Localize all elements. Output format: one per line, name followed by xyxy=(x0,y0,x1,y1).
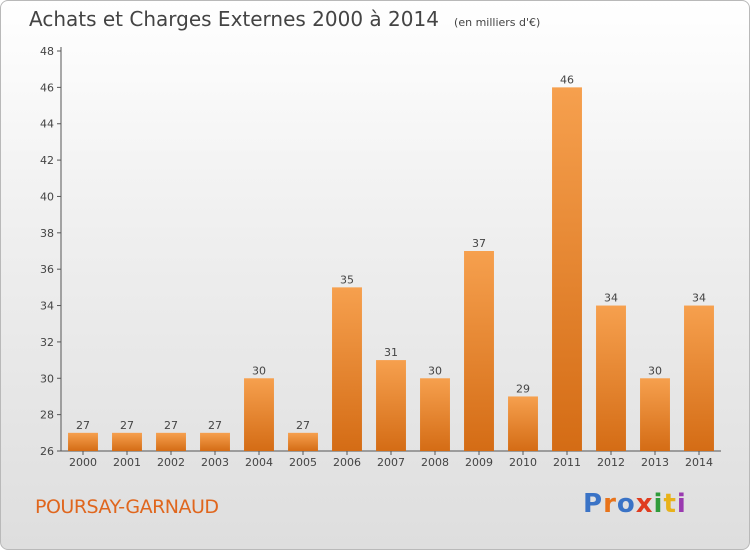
bar xyxy=(508,396,538,451)
y-tick-label: 34 xyxy=(40,300,54,313)
location-name: POURSAY-GARNAUD xyxy=(35,496,219,518)
data-label: 27 xyxy=(76,419,90,432)
y-tick-label: 46 xyxy=(40,81,54,94)
bar xyxy=(684,305,714,451)
y-tick-label: 44 xyxy=(40,118,54,131)
y-tick-label: 32 xyxy=(40,336,54,349)
data-label: 34 xyxy=(692,292,706,305)
bar xyxy=(112,432,142,451)
y-tick-label: 36 xyxy=(40,263,54,276)
data-label: 27 xyxy=(164,419,178,432)
x-tick-label: 2004 xyxy=(245,456,273,469)
y-tick-label: 42 xyxy=(40,154,54,167)
x-tick-label: 2010 xyxy=(509,456,537,469)
y-tick-label: 26 xyxy=(40,445,54,458)
bar xyxy=(640,378,670,451)
bar xyxy=(464,251,494,451)
x-tick-label: 2009 xyxy=(465,456,493,469)
bar xyxy=(332,287,362,451)
x-tick-label: 2011 xyxy=(553,456,581,469)
data-label: 31 xyxy=(384,346,398,359)
data-label: 29 xyxy=(516,382,530,395)
bar xyxy=(200,432,230,451)
data-label: 27 xyxy=(120,419,134,432)
bar xyxy=(552,87,582,451)
bar xyxy=(288,432,318,451)
bar xyxy=(596,305,626,451)
x-tick-label: 2001 xyxy=(113,456,141,469)
x-tick-label: 2005 xyxy=(289,456,317,469)
y-tick-label: 38 xyxy=(40,227,54,240)
data-label: 46 xyxy=(560,73,574,86)
data-label: 34 xyxy=(604,292,618,305)
y-tick-label: 30 xyxy=(40,372,54,385)
y-tick-label: 40 xyxy=(40,190,54,203)
data-label: 27 xyxy=(296,419,310,432)
data-label: 37 xyxy=(472,237,486,250)
chart-title-main: Achats et Charges Externes 2000 à 2014 xyxy=(29,7,439,31)
x-tick-label: 2002 xyxy=(157,456,185,469)
x-tick-label: 2014 xyxy=(685,456,713,469)
x-tick-label: 2000 xyxy=(69,456,97,469)
x-tick-label: 2013 xyxy=(641,456,669,469)
data-label: 27 xyxy=(208,419,222,432)
chart-title-unit: (en milliers d'€) xyxy=(454,16,541,29)
y-tick-label: 48 xyxy=(40,45,54,58)
x-tick-label: 2007 xyxy=(377,456,405,469)
data-label: 30 xyxy=(428,364,442,377)
bar xyxy=(68,432,98,451)
bar xyxy=(376,360,406,451)
bar xyxy=(244,378,274,451)
x-tick-label: 2012 xyxy=(597,456,625,469)
data-label: 30 xyxy=(252,364,266,377)
x-tick-label: 2008 xyxy=(421,456,449,469)
bar xyxy=(420,378,450,451)
y-tick-label: 28 xyxy=(40,409,54,422)
x-tick-label: 2006 xyxy=(333,456,361,469)
data-label: 35 xyxy=(340,273,354,286)
proxiti-logo[interactable]: Proxiti xyxy=(583,489,687,519)
data-label: 30 xyxy=(648,364,662,377)
bar xyxy=(156,432,186,451)
chart-title: Achats et Charges Externes 2000 à 2014 (… xyxy=(29,7,540,31)
x-tick-label: 2003 xyxy=(201,456,229,469)
